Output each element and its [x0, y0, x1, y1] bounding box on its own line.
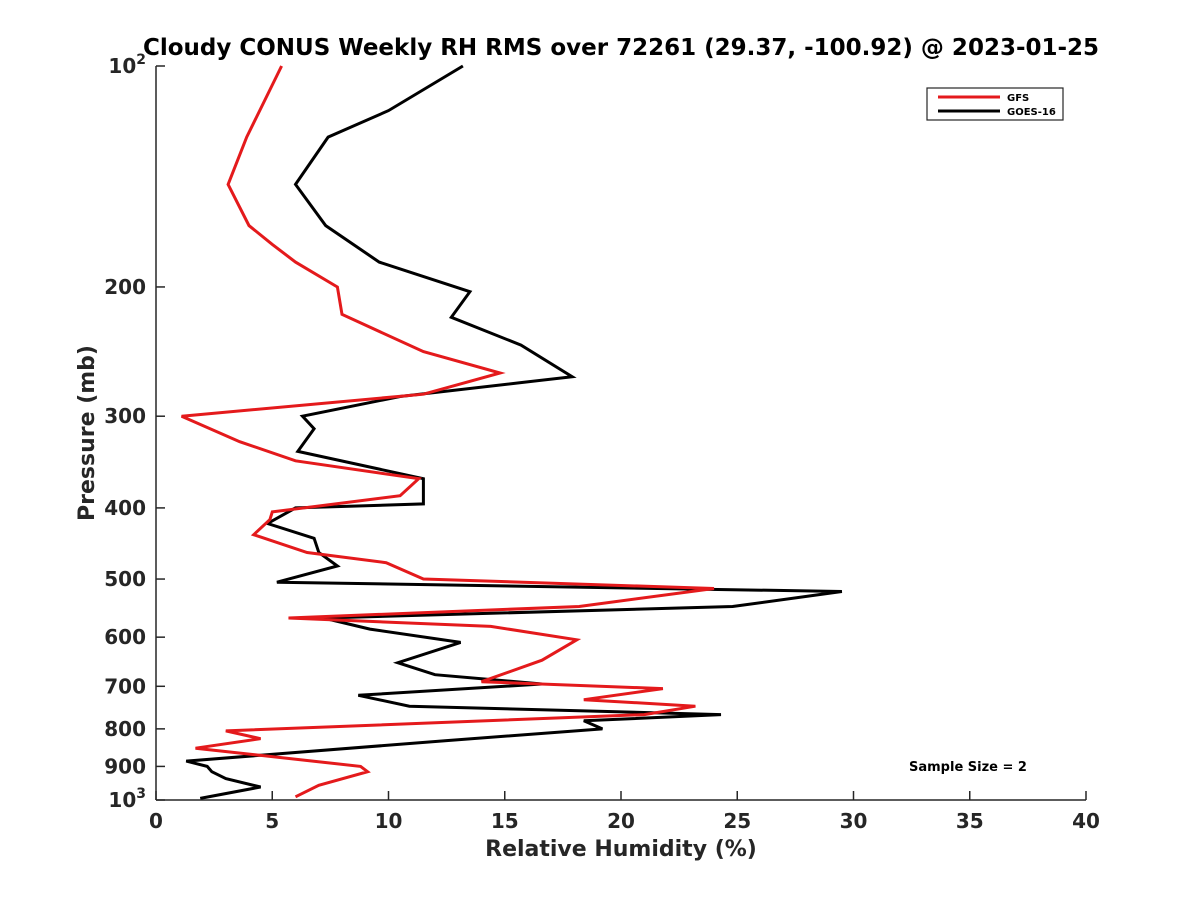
- x-tick-label: 15: [491, 809, 519, 833]
- x-tick-label: 10: [375, 809, 403, 833]
- x-tick-label: 0: [149, 809, 163, 833]
- y-tick-label-base: 400: [104, 496, 146, 520]
- y-tick-label-base: 500: [104, 567, 146, 591]
- x-ticks: 0 5 10 15 20 25 30 35 40: [149, 791, 1100, 833]
- y-tick-label-base: 900: [104, 754, 146, 778]
- legend-label: GFS: [1007, 93, 1029, 104]
- x-axis-label: Relative Humidity (%): [485, 837, 757, 862]
- y-tick-label-base: 300: [104, 404, 146, 428]
- y-tick-label: 800: [104, 717, 146, 741]
- y-tick-label: 300: [104, 404, 146, 428]
- y-tick-label-base: 10: [108, 54, 136, 78]
- y-tick-label: 103: [108, 786, 146, 812]
- series-layer: [180, 64, 843, 800]
- y-tick-label-exponent: 3: [136, 786, 146, 802]
- y-tick-label-base: 10: [108, 788, 136, 812]
- y-tick-label: 700: [104, 674, 146, 698]
- legend-entries: GFS GOES-16: [938, 93, 1056, 118]
- x-tick-label: 30: [840, 809, 868, 833]
- series-line-gfs: [180, 65, 715, 799]
- y-tick-label: 400: [104, 496, 146, 520]
- y-tick-label-base: 800: [104, 717, 146, 741]
- chart-title: Cloudy CONUS Weekly RH RMS over 72261 (2…: [143, 35, 1099, 61]
- legend: GFS GOES-16: [926, 87, 1064, 121]
- y-tick-label-base: 700: [104, 674, 146, 698]
- y-tick-label-base: 600: [104, 625, 146, 649]
- y-axis-label: Pressure (mb): [75, 345, 100, 521]
- x-tick-label: 40: [1072, 809, 1100, 833]
- y-tick-label: 200: [104, 275, 146, 299]
- y-tick-label: 600: [104, 625, 146, 649]
- series-line-goes-16: [185, 64, 843, 800]
- x-tick-label: 35: [956, 809, 984, 833]
- y-tick-label: 500: [104, 567, 146, 591]
- x-tick-label: 5: [265, 809, 279, 833]
- legend-box: [926, 87, 1064, 121]
- legend-label: GOES-16: [1007, 107, 1056, 118]
- y-tick-label: 102: [108, 52, 146, 78]
- x-tick-label: 25: [723, 809, 751, 833]
- y-tick-label-exponent: 2: [136, 52, 146, 68]
- sample-size-annotation: Sample Size = 2: [909, 760, 1027, 775]
- y-tick-label: 900: [104, 754, 146, 778]
- y-tick-label-base: 200: [104, 275, 146, 299]
- x-tick-label: 20: [607, 809, 635, 833]
